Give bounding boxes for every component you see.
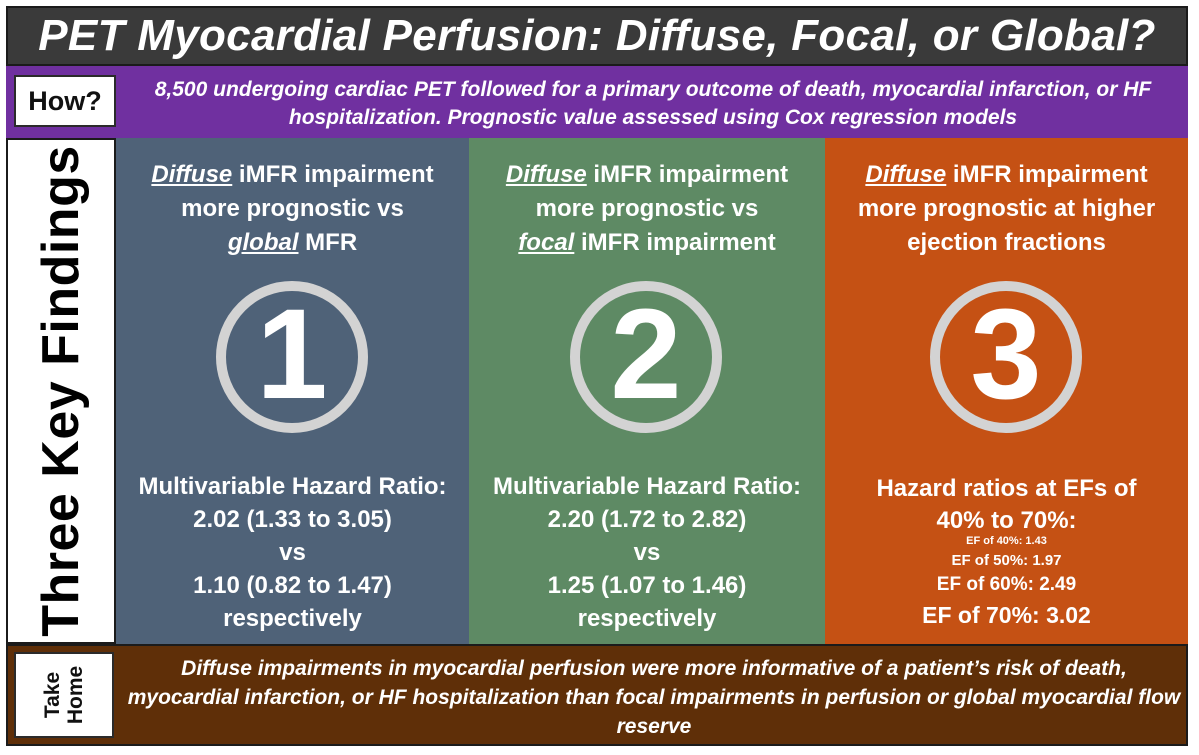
number-circle-1: 1 bbox=[216, 281, 368, 433]
finding-1-hr-value-b: 1.10 (0.82 to 1.47) bbox=[193, 572, 392, 599]
takehome-label: Take Home bbox=[41, 666, 87, 724]
ef-70-value: EF of 70%: 3.02 bbox=[922, 602, 1091, 628]
finding-panel-2: Diffuse iMFR impairment more prognostic … bbox=[469, 138, 825, 644]
finding-1-heading-line2: more prognostic vs bbox=[181, 195, 404, 222]
ef-60-value: EF of 60%: 2.49 bbox=[936, 574, 1077, 595]
ef-50-value: EF of 50%: 1.97 bbox=[951, 552, 1062, 569]
number-circle-3: 3 bbox=[930, 281, 1082, 433]
finding-2-heading: Diffuse iMFR impairment more prognostic … bbox=[469, 158, 825, 260]
title-bar: PET Myocardial Perfusion: Diffuse, Focal… bbox=[6, 6, 1188, 66]
how-banner bbox=[6, 66, 1188, 138]
how-label-box: How? bbox=[14, 75, 116, 127]
findings-label-container: Three Key Findings bbox=[6, 138, 116, 644]
page-title: PET Myocardial Perfusion: Diffuse, Focal… bbox=[38, 11, 1156, 60]
finding-1-hr-value-a: 2.02 (1.33 to 3.05) bbox=[193, 506, 392, 533]
finding-3-heading-line3: ejection fractions bbox=[907, 229, 1106, 256]
finding-3-heading-line2: more prognostic at higher bbox=[857, 195, 1156, 222]
finding-1-heading: Diffuse iMFR impairment more prognostic … bbox=[116, 158, 469, 260]
finding-2-hr-value-b: 1.25 (1.07 to 1.46) bbox=[547, 572, 747, 599]
finding-1-stats: Multivariable Hazard Ratio: 2.02 (1.33 t… bbox=[116, 470, 469, 635]
how-text: 8,500 undergoing cardiac PET followed fo… bbox=[154, 78, 1152, 129]
finding-number-1: 1 bbox=[256, 283, 328, 426]
finding-2-heading-line3: iMFR impairment bbox=[574, 229, 776, 256]
finding-2-vs: vs bbox=[633, 539, 661, 566]
finding-1-respectively: respectively bbox=[223, 605, 362, 632]
finding-1-heading-line1: iMFR impairment bbox=[232, 161, 434, 188]
finding-3-hr-title-line2: 40% to 70%: bbox=[936, 507, 1077, 534]
finding-number-3: 3 bbox=[970, 283, 1042, 426]
finding-2-emphasis-focal: focal bbox=[518, 229, 575, 256]
finding-1-hr-title: Multivariable Hazard Ratio: bbox=[138, 473, 447, 500]
finding-2-emphasis-diffuse: Diffuse bbox=[505, 161, 587, 188]
finding-3-heading: Diffuse iMFR impairment more prognostic … bbox=[825, 158, 1188, 260]
finding-2-respectively: respectively bbox=[577, 605, 717, 632]
finding-3-emphasis-diffuse: Diffuse bbox=[865, 161, 947, 188]
finding-1-emphasis-global: global bbox=[227, 229, 299, 256]
takehome-label-line1: Take bbox=[40, 671, 64, 719]
finding-1-heading-line3: MFR bbox=[298, 229, 358, 256]
finding-1-emphasis-diffuse: Diffuse bbox=[151, 161, 233, 188]
findings-label: Three Key Findings bbox=[32, 145, 90, 637]
takehome-label-line2: Home bbox=[63, 665, 87, 725]
takehome-label-container: Take Home bbox=[14, 652, 114, 738]
takehome-description: Diffuse impairments in myocardial perfus… bbox=[124, 652, 1184, 742]
number-circle-2: 2 bbox=[570, 281, 722, 433]
finding-2-heading-line2: more prognostic vs bbox=[535, 195, 759, 222]
findings-side-box bbox=[6, 138, 116, 644]
finding-2-hr-title: Multivariable Hazard Ratio: bbox=[492, 473, 802, 500]
finding-3-hr-title-line1: Hazard ratios at EFs of bbox=[876, 475, 1137, 502]
finding-1-vs: vs bbox=[279, 539, 306, 566]
takehome-label-box bbox=[14, 652, 114, 738]
finding-3-heading-line1: iMFR impairment bbox=[946, 161, 1148, 188]
takehome-text: Diffuse impairments in myocardial perfus… bbox=[127, 656, 1181, 738]
ef-40-value: EF of 40%: 1.43 bbox=[966, 535, 1047, 547]
finding-number-2: 2 bbox=[610, 283, 682, 426]
how-description: 8,500 undergoing cardiac PET followed fo… bbox=[122, 73, 1184, 135]
takehome-banner bbox=[6, 644, 1188, 746]
finding-2-stats: Multivariable Hazard Ratio: 2.20 (1.72 t… bbox=[469, 470, 825, 635]
how-label: How? bbox=[28, 85, 102, 116]
finding-3-hr-title: Hazard ratios at EFs of 40% to 70%: bbox=[825, 473, 1188, 537]
finding-2-heading-line1: iMFR impairment bbox=[586, 161, 789, 188]
finding-2-hr-value-a: 2.20 (1.72 to 2.82) bbox=[547, 506, 747, 533]
